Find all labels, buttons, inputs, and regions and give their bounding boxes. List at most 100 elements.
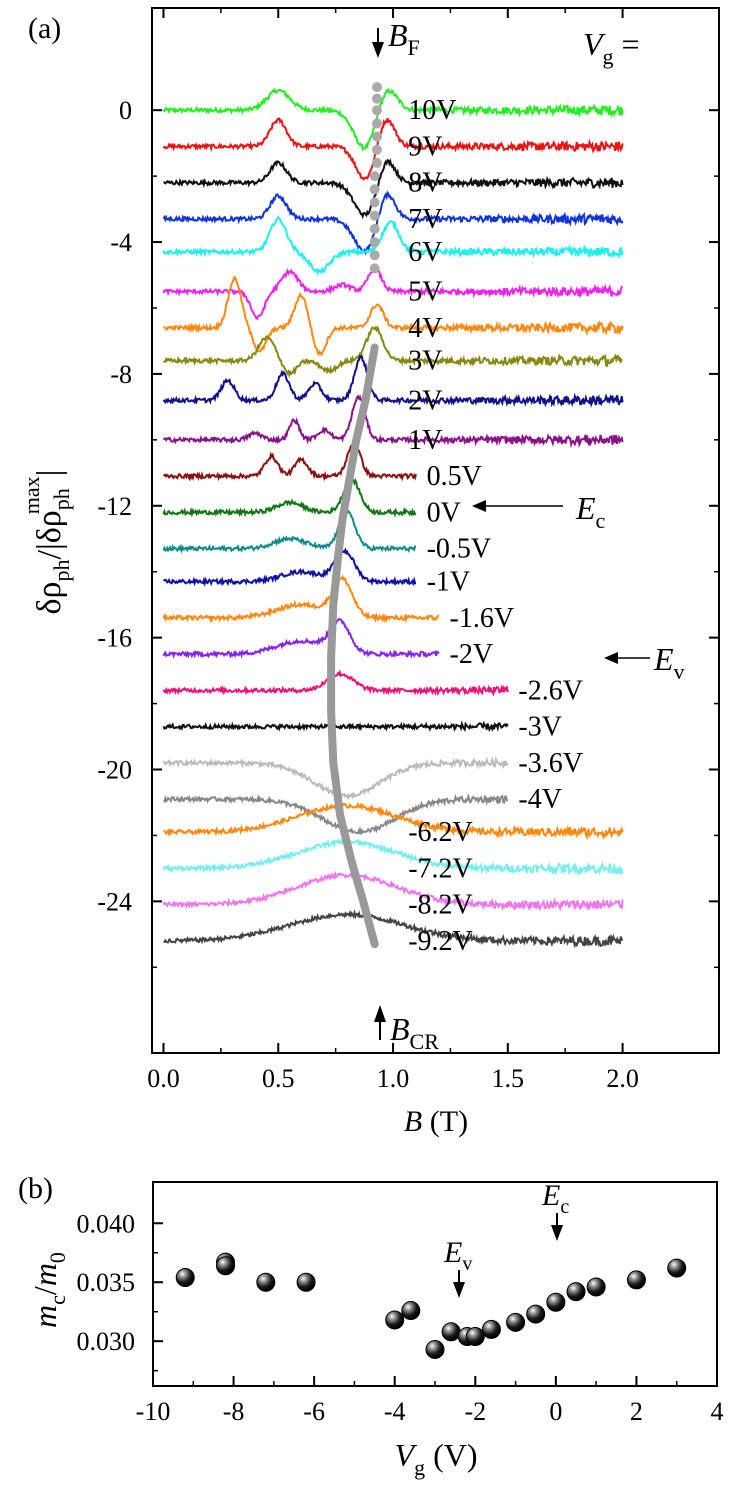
bf-point: [371, 131, 382, 142]
curve--2.6V: [162, 669, 509, 697]
series-label: 0V: [427, 497, 461, 528]
curve-0.5V: [162, 440, 417, 482]
panel-b-points: [175, 1252, 687, 1359]
data-point: [441, 1322, 461, 1342]
curve--6.2V: [163, 801, 624, 841]
series-label: 8V: [408, 168, 442, 199]
data-point: [401, 1301, 421, 1321]
curve--8.2V: [162, 870, 624, 912]
curve-0V: [162, 474, 417, 518]
panel-b-ec-marker: Ec: [541, 1179, 569, 1241]
x-tick-label: -10: [136, 1397, 171, 1426]
y-tick-label: 0: [119, 96, 132, 125]
series-label: 6V: [408, 237, 442, 268]
x-tick-label: -2: [464, 1397, 486, 1426]
panel-b-ev-marker: Ev: [443, 1236, 472, 1298]
data-point: [481, 1319, 501, 1339]
x-tick-label: 4: [711, 1397, 724, 1426]
curve--4V: [162, 793, 509, 836]
x-tick-label: 2.0: [606, 1064, 639, 1093]
y-tick-label: -8: [110, 360, 132, 389]
y-tick-label: -12: [97, 492, 132, 521]
series-label: 10V: [408, 95, 456, 126]
data-point: [296, 1272, 316, 1292]
bf-point: [371, 82, 382, 93]
series-label: 4V: [408, 313, 442, 344]
series-label: 5V: [408, 277, 442, 308]
data-point: [256, 1272, 276, 1292]
series-label: -6.2V: [408, 817, 473, 848]
bf-point: [369, 210, 380, 221]
panel-b-ticks: -10 -8 -6 -4 -2 0 2 4 0.030 0.035 0.040: [77, 1209, 724, 1426]
series-label: 0.5V: [427, 461, 482, 492]
x-tick-label: 0.5: [262, 1064, 295, 1093]
x-tick-label: 1.0: [377, 1064, 410, 1093]
svg-text:Ev: Ev: [653, 641, 685, 684]
x-tick-label: -8: [223, 1397, 245, 1426]
bf-point: [371, 93, 382, 104]
curve-1V: [162, 394, 624, 449]
data-point: [586, 1277, 606, 1297]
panel-b-label: (b): [18, 1172, 53, 1205]
curve-9V: [162, 117, 624, 181]
y-tick-label: 0.030: [77, 1327, 136, 1356]
bf-point: [369, 184, 380, 195]
data-point: [626, 1270, 646, 1290]
y-tick-label: -4: [110, 228, 132, 257]
ev-arrow: Ev: [604, 641, 685, 684]
x-tick-label: 0: [549, 1397, 562, 1426]
y-tick-label: -16: [97, 624, 132, 653]
data-point: [216, 1256, 236, 1276]
curve--9.2V: [163, 908, 624, 949]
x-tick-label: 0.0: [147, 1064, 180, 1093]
bf-point: [369, 197, 380, 208]
svg-text:Ev: Ev: [443, 1236, 472, 1275]
x-tick-label: 2: [630, 1397, 643, 1426]
curve-5V: [162, 263, 623, 321]
series-label: 9V: [408, 131, 442, 162]
series-label: -8.2V: [408, 890, 473, 921]
curve--0.5V: [162, 508, 417, 554]
series-label: -7.2V: [408, 853, 473, 884]
bf-point: [371, 105, 382, 116]
data-point: [667, 1258, 687, 1278]
data-point: [175, 1268, 195, 1288]
bf-point: [371, 144, 382, 155]
curve-10V: [162, 87, 624, 152]
curve--2V: [162, 617, 440, 659]
data-point: [425, 1339, 445, 1359]
y-tick-label: -24: [97, 887, 132, 916]
data-point: [546, 1292, 566, 1312]
series-label: -3.6V: [518, 748, 583, 779]
curve-8V: [163, 158, 624, 220]
curve--7.2V: [162, 837, 624, 876]
data-point: [506, 1312, 526, 1332]
y-tick-label: 0.040: [77, 1209, 136, 1238]
curve-7V: [162, 190, 624, 256]
series-label: -4V: [518, 784, 562, 815]
panel-b-ylabel: mc/m0: [27, 1252, 70, 1328]
vg-header: Vg =: [583, 26, 640, 69]
curve-6V: [162, 214, 624, 277]
bcr-line: [327, 343, 379, 949]
panel-b-xlabel: Vg (V): [395, 1437, 478, 1480]
bf-point: [369, 171, 380, 182]
series-label: 1V: [408, 425, 442, 456]
data-point: [465, 1326, 485, 1346]
bf-point: [369, 223, 380, 234]
curve-2V: [162, 354, 624, 409]
series-label: 2V: [408, 385, 442, 416]
panel-a-label: (a): [28, 12, 61, 45]
panel-a-frame: [151, 7, 720, 1054]
ec-arrow: Ec: [472, 490, 606, 533]
panel-a-ylabel: δρph/|δρphmax|: [19, 470, 74, 615]
x-tick-label: -4: [384, 1397, 406, 1426]
series-label: -1V: [427, 567, 471, 598]
series-label: -2V: [450, 639, 494, 670]
series-label: -9.2V: [408, 926, 473, 957]
bf-point: [369, 250, 380, 261]
x-tick-label: 1.5: [492, 1064, 525, 1093]
data-point: [566, 1282, 586, 1302]
